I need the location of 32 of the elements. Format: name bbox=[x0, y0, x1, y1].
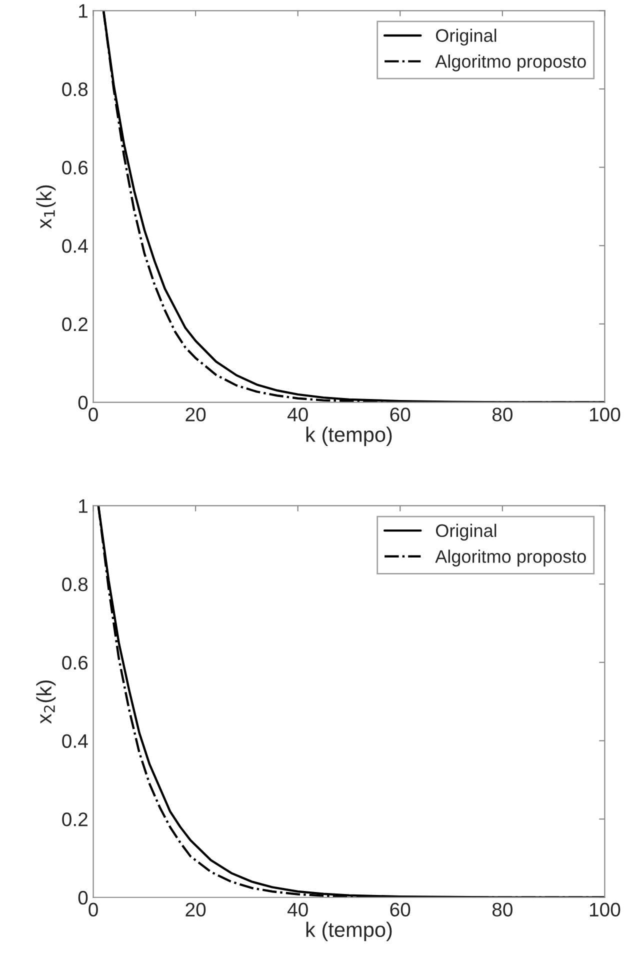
x-tick-label: 60 bbox=[390, 902, 410, 917]
y-axis-title: x$_{2}$(k) bbox=[36, 680, 56, 724]
y-tick-label: 0.8 bbox=[62, 578, 88, 592]
y-tick-label: 1 bbox=[79, 499, 88, 513]
y-tick-label: 0 bbox=[78, 890, 88, 905]
y-tick-label: 0.2 bbox=[62, 812, 88, 826]
x-tick-label: 80 bbox=[492, 902, 512, 917]
y-tick-label: 0 bbox=[78, 396, 88, 410]
y-tick-label: 1 bbox=[79, 4, 88, 18]
y-tick-label: 0.4 bbox=[62, 239, 88, 253]
x-tick-label: 40 bbox=[287, 408, 308, 422]
y-tick-label: 0.6 bbox=[62, 160, 88, 175]
x-axis-title: k (tempo) bbox=[306, 426, 392, 446]
y-axis-title: x$_{1}$(k) bbox=[36, 185, 56, 229]
x-tick-label: 0 bbox=[88, 902, 98, 917]
y-tick-label: 0.6 bbox=[62, 656, 88, 670]
x-tick-label: 20 bbox=[186, 408, 206, 422]
legend-label: Algoritmo proposto bbox=[435, 54, 586, 72]
x-tick-label: 60 bbox=[390, 408, 410, 422]
legend-label: Original bbox=[436, 524, 496, 541]
x-tick-label: 80 bbox=[492, 408, 512, 422]
x-tick-label: 40 bbox=[287, 902, 308, 917]
x-tick-label: 0 bbox=[88, 408, 98, 422]
x-axis-title: k (tempo) bbox=[306, 922, 392, 942]
y-tick-label: 0.8 bbox=[62, 82, 88, 96]
x-tick-label: 100 bbox=[590, 408, 620, 422]
legend-label: Algoritmo proposto bbox=[435, 550, 586, 566]
x-tick-label: 100 bbox=[590, 902, 620, 917]
x-tick-label: 20 bbox=[186, 902, 206, 917]
y-tick-label: 0.2 bbox=[62, 317, 88, 332]
legend-label: Original bbox=[436, 28, 496, 46]
y-tick-label: 0.4 bbox=[62, 734, 88, 748]
